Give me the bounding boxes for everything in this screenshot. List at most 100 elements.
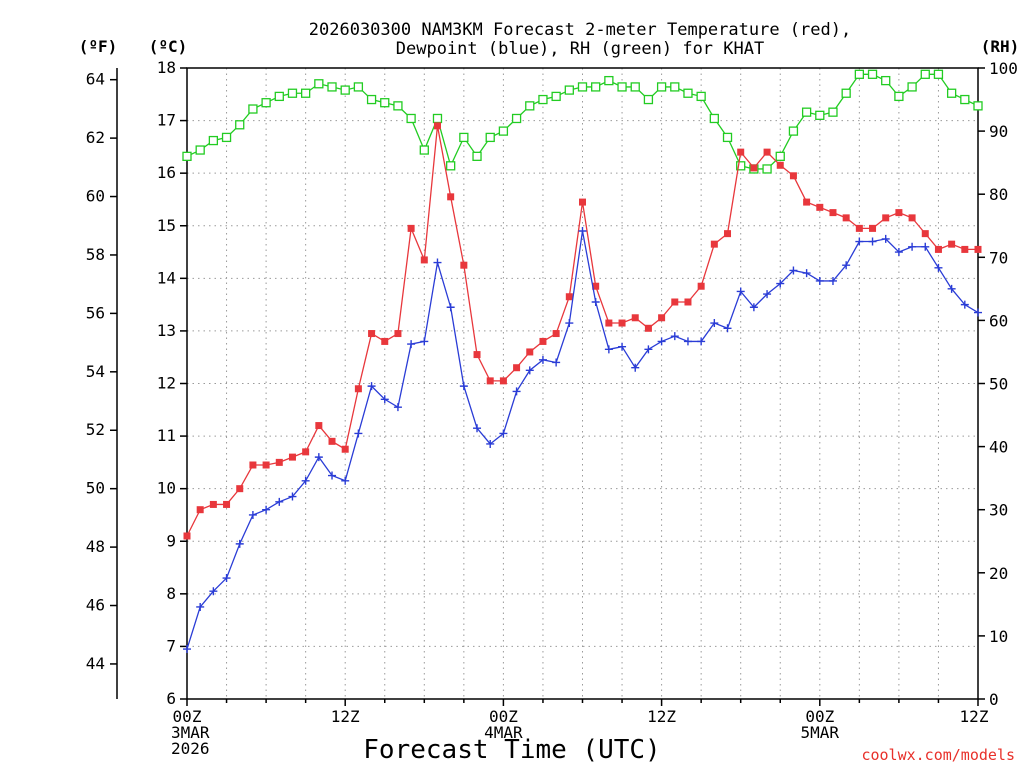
data-point bbox=[420, 337, 429, 346]
data-point bbox=[907, 82, 917, 92]
data-point bbox=[933, 69, 944, 79]
data-point bbox=[763, 290, 772, 299]
chart-title-line-1: 2026030300 NAM3KM Forecast 2-meter Tempe… bbox=[309, 20, 851, 40]
data-point bbox=[868, 237, 877, 246]
x-tick-label: 00Z bbox=[805, 707, 834, 726]
data-point bbox=[631, 363, 640, 372]
data-point bbox=[974, 308, 982, 317]
x-tick-label: 3MAR bbox=[171, 723, 210, 742]
x-tick-label: 12Z bbox=[331, 707, 360, 726]
data-point bbox=[235, 539, 244, 548]
data-point bbox=[724, 230, 732, 238]
fahrenheit-tick-label: 52 bbox=[86, 420, 105, 439]
data-point bbox=[789, 266, 798, 275]
data-point bbox=[182, 151, 192, 161]
data-point bbox=[920, 69, 930, 79]
celsius-tick-label: 7 bbox=[166, 636, 176, 655]
data-point bbox=[815, 276, 824, 285]
data-point bbox=[221, 132, 232, 143]
data-point bbox=[407, 224, 415, 232]
celsius-ticks: 6 7 8 9 10 11 12 13 14 15 16 17 18 bbox=[157, 58, 187, 708]
data-point bbox=[327, 82, 337, 92]
rh-tick-label: 70 bbox=[989, 248, 1008, 267]
data-point bbox=[618, 319, 626, 327]
data-point bbox=[579, 198, 586, 206]
data-point bbox=[604, 75, 614, 86]
fahrenheit-tick-label: 58 bbox=[86, 245, 105, 264]
data-point bbox=[683, 337, 692, 346]
data-point bbox=[934, 245, 942, 253]
rh-tick-label: 100 bbox=[989, 59, 1018, 78]
data-point bbox=[288, 492, 297, 501]
data-point bbox=[723, 324, 732, 333]
celsius-tick-label: 14 bbox=[157, 268, 176, 287]
data-point bbox=[578, 227, 587, 236]
rh-tick-label: 0 bbox=[989, 690, 999, 709]
data-point bbox=[433, 258, 442, 267]
data-point bbox=[671, 298, 679, 306]
data-point bbox=[565, 319, 574, 328]
data-point bbox=[960, 300, 969, 309]
fahrenheit-tick-label: 48 bbox=[86, 537, 105, 556]
data-point bbox=[512, 387, 521, 396]
data-point bbox=[948, 240, 956, 248]
data-point bbox=[775, 151, 785, 161]
data-point bbox=[538, 94, 548, 105]
data-point bbox=[446, 303, 455, 312]
celsius-tick-label: 9 bbox=[166, 531, 176, 550]
fahrenheit-tick-label: 44 bbox=[86, 654, 105, 673]
data-point bbox=[643, 94, 654, 105]
rh-tick-label: 60 bbox=[989, 311, 1008, 330]
data-point bbox=[472, 151, 482, 161]
data-point bbox=[592, 282, 600, 290]
data-point bbox=[538, 355, 547, 364]
data-point bbox=[776, 161, 784, 169]
series-rh bbox=[182, 69, 983, 174]
data-point bbox=[499, 377, 507, 385]
data-point bbox=[302, 448, 310, 456]
data-point bbox=[539, 337, 547, 345]
chart-title-line-2: Dewpoint (blue), RH (green) for KHAT bbox=[396, 39, 764, 59]
data-point bbox=[447, 193, 455, 201]
data-point bbox=[393, 403, 402, 412]
data-point bbox=[380, 98, 390, 108]
fahrenheit-tick-label: 54 bbox=[86, 362, 105, 381]
data-point bbox=[248, 510, 257, 519]
data-point bbox=[894, 91, 904, 102]
data-point bbox=[486, 377, 494, 385]
data-point bbox=[829, 209, 837, 217]
data-point bbox=[644, 345, 653, 354]
data-point bbox=[564, 85, 574, 95]
data-point bbox=[525, 366, 534, 375]
data-point bbox=[644, 324, 652, 332]
data-point bbox=[815, 110, 825, 120]
data-point bbox=[617, 82, 627, 92]
x-tick-label: 2026 bbox=[171, 739, 210, 758]
data-point bbox=[737, 148, 745, 156]
data-point bbox=[894, 248, 903, 257]
data-point bbox=[419, 145, 429, 155]
data-point bbox=[763, 148, 771, 156]
data-point bbox=[315, 422, 323, 430]
data-point bbox=[208, 135, 219, 146]
data-point bbox=[499, 429, 508, 438]
data-point bbox=[183, 645, 191, 654]
data-point bbox=[368, 330, 376, 338]
data-point bbox=[881, 234, 890, 243]
fahrenheit-tick-label: 46 bbox=[86, 596, 105, 615]
x-tick-label: 12Z bbox=[647, 707, 676, 726]
rh-tick-label: 40 bbox=[989, 438, 1008, 457]
data-point bbox=[406, 113, 416, 124]
data-point bbox=[762, 164, 772, 174]
series-temperature bbox=[183, 122, 982, 540]
data-point bbox=[591, 82, 601, 92]
data-point bbox=[195, 145, 205, 155]
data-point bbox=[552, 330, 560, 338]
data-point bbox=[552, 358, 561, 367]
data-point bbox=[551, 91, 561, 102]
data-point bbox=[261, 98, 271, 108]
x-tick-label: 5MAR bbox=[801, 723, 840, 742]
data-point bbox=[710, 240, 718, 248]
rh-tick-label: 50 bbox=[989, 375, 1008, 394]
celsius-tick-label: 11 bbox=[157, 426, 176, 445]
